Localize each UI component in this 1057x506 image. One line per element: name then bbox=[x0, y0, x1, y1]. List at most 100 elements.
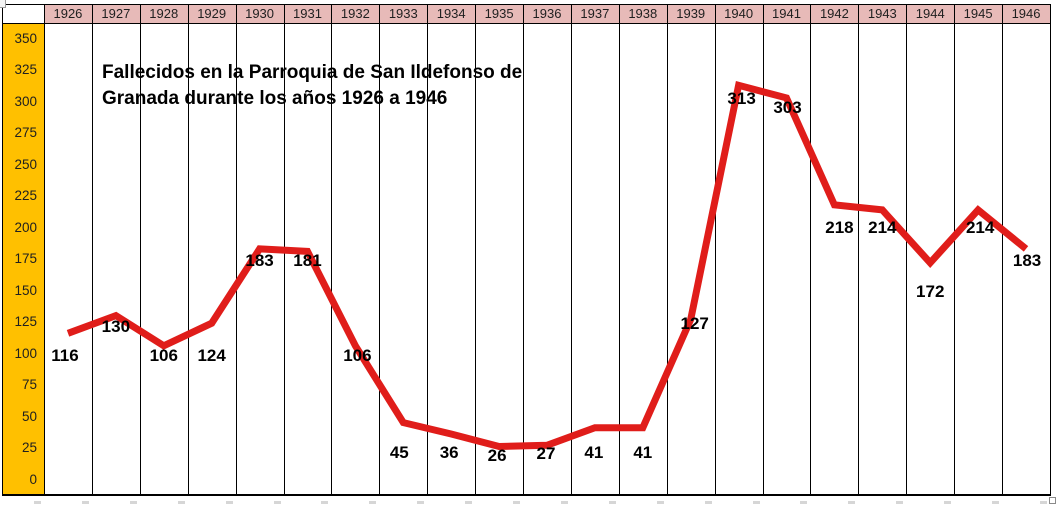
gridline-vertical bbox=[331, 4, 332, 495]
point-label-1940: 313 bbox=[727, 89, 756, 109]
point-label-1938: 41 bbox=[633, 442, 653, 462]
gridline-vertical bbox=[475, 4, 476, 495]
clipped-row-mark bbox=[1040, 501, 1047, 504]
gridline-vertical bbox=[379, 4, 380, 495]
table-border-left bbox=[2, 4, 3, 495]
year-header-1942: 1942 bbox=[819, 6, 849, 21]
year-header-1944: 1944 bbox=[915, 6, 945, 21]
clipped-row-mark bbox=[274, 501, 281, 504]
gridline-vertical bbox=[619, 4, 620, 495]
point-label-1945: 214 bbox=[965, 217, 995, 237]
clipped-row-mark bbox=[657, 501, 664, 504]
clipped-row-mark bbox=[705, 501, 712, 504]
gridline-vertical bbox=[858, 4, 859, 495]
y-axis-tick-300: 300 bbox=[14, 93, 37, 109]
clipped-row-mark bbox=[82, 501, 89, 504]
year-header-1937: 1937 bbox=[580, 6, 610, 21]
clipped-row-mark bbox=[896, 501, 903, 504]
gridline-vertical bbox=[427, 4, 428, 495]
y-axis-tick-25: 25 bbox=[21, 440, 37, 456]
chart-title: Fallecidos en la Parroquia de San Ildefo… bbox=[102, 60, 522, 112]
clipped-row-mark bbox=[465, 501, 472, 504]
chart-title-line-2: Granada durante los años 1926 a 1946 bbox=[102, 88, 448, 109]
clipped-row-mark bbox=[226, 501, 233, 504]
gridline-vertical bbox=[44, 4, 45, 495]
point-label-1927: 130 bbox=[101, 316, 131, 336]
year-header-background bbox=[44, 4, 1050, 23]
year-header-1946: 1946 bbox=[1011, 6, 1041, 21]
y-axis-tick-275: 275 bbox=[14, 125, 37, 141]
gridline-vertical bbox=[92, 4, 93, 495]
y-axis-tick-250: 250 bbox=[14, 156, 37, 172]
year-header-1929: 1929 bbox=[197, 6, 227, 21]
clipped-row-mark bbox=[130, 501, 137, 504]
clipped-row-mark bbox=[178, 501, 185, 504]
clipped-row-mark bbox=[34, 501, 41, 504]
gridline-vertical bbox=[188, 4, 189, 495]
year-header-1930: 1930 bbox=[245, 6, 275, 21]
clipped-row-mark bbox=[321, 501, 328, 504]
y-axis-tick-225: 225 bbox=[14, 188, 37, 204]
corner-cell bbox=[3, 4, 44, 23]
clipped-row-mark bbox=[561, 501, 568, 504]
deaths-polyline bbox=[66, 80, 1029, 451]
gridline-vertical bbox=[523, 4, 524, 495]
year-header-1926: 1926 bbox=[53, 6, 83, 21]
year-header-1932: 1932 bbox=[340, 6, 370, 21]
point-label-1926: 116 bbox=[51, 346, 79, 366]
y-axis-tick-325: 325 bbox=[14, 62, 37, 78]
clipped-row-mark bbox=[609, 501, 616, 504]
point-label-1939: 127 bbox=[680, 314, 709, 334]
y-axis-column-background bbox=[3, 23, 44, 495]
y-axis-tick-150: 150 bbox=[14, 282, 37, 298]
year-header-1927: 1927 bbox=[101, 6, 131, 21]
point-label-1942: 218 bbox=[825, 217, 854, 237]
point-label-1946: 183 bbox=[1012, 250, 1042, 270]
y-axis-tick-125: 125 bbox=[14, 314, 37, 330]
gridline-vertical bbox=[763, 4, 764, 495]
point-label-1937: 41 bbox=[584, 442, 604, 462]
year-header-1939: 1939 bbox=[676, 6, 706, 21]
year-header-1938: 1938 bbox=[628, 6, 658, 21]
y-axis-tick-100: 100 bbox=[14, 345, 37, 361]
clipped-row-mark bbox=[800, 501, 807, 504]
year-header-1936: 1936 bbox=[532, 6, 562, 21]
y-axis-tick-350: 350 bbox=[14, 31, 37, 46]
year-header-1945: 1945 bbox=[963, 6, 993, 21]
point-label-1932: 106 bbox=[343, 345, 372, 365]
year-header-1931: 1931 bbox=[293, 6, 322, 21]
year-header-1940: 1940 bbox=[724, 6, 754, 21]
gridline-vertical bbox=[954, 4, 955, 495]
sheet-corner-mark bbox=[0, 0, 6, 8]
point-label-1944: 172 bbox=[916, 281, 945, 301]
point-label-1929: 124 bbox=[197, 346, 226, 366]
gridline-vertical bbox=[1002, 4, 1003, 495]
year-header-1934: 1934 bbox=[436, 6, 466, 21]
table-border-bottom bbox=[2, 494, 1051, 496]
point-label-1931: 181 bbox=[293, 251, 322, 271]
point-label-1933: 45 bbox=[389, 442, 409, 462]
gridline-vertical bbox=[906, 4, 907, 495]
selection-resize-handle[interactable] bbox=[1049, 497, 1056, 504]
point-label-1934: 36 bbox=[439, 442, 459, 462]
point-label-1936: 27 bbox=[536, 444, 556, 464]
gridline-vertical bbox=[715, 4, 716, 495]
point-label-1930: 183 bbox=[245, 250, 274, 270]
clipped-row-mark bbox=[992, 501, 999, 504]
point-label-1941: 303 bbox=[773, 97, 802, 117]
gridline-vertical bbox=[667, 4, 668, 495]
point-label-1928: 106 bbox=[149, 345, 178, 365]
y-axis-tick-0: 0 bbox=[29, 471, 37, 487]
gridline-vertical bbox=[1050, 4, 1051, 495]
year-header-1933: 1933 bbox=[388, 6, 418, 21]
clipped-row-mark bbox=[848, 501, 855, 504]
gridline-vertical bbox=[236, 4, 237, 495]
year-header-1928: 1928 bbox=[149, 6, 179, 21]
year-header-1943: 1943 bbox=[867, 6, 897, 21]
clipped-row-mark bbox=[369, 501, 376, 504]
chart-title-line-1: Fallecidos en la Parroquia de San Ildefo… bbox=[102, 62, 523, 83]
point-label-1943: 214 bbox=[868, 217, 897, 237]
y-axis-tick-200: 200 bbox=[14, 219, 37, 235]
